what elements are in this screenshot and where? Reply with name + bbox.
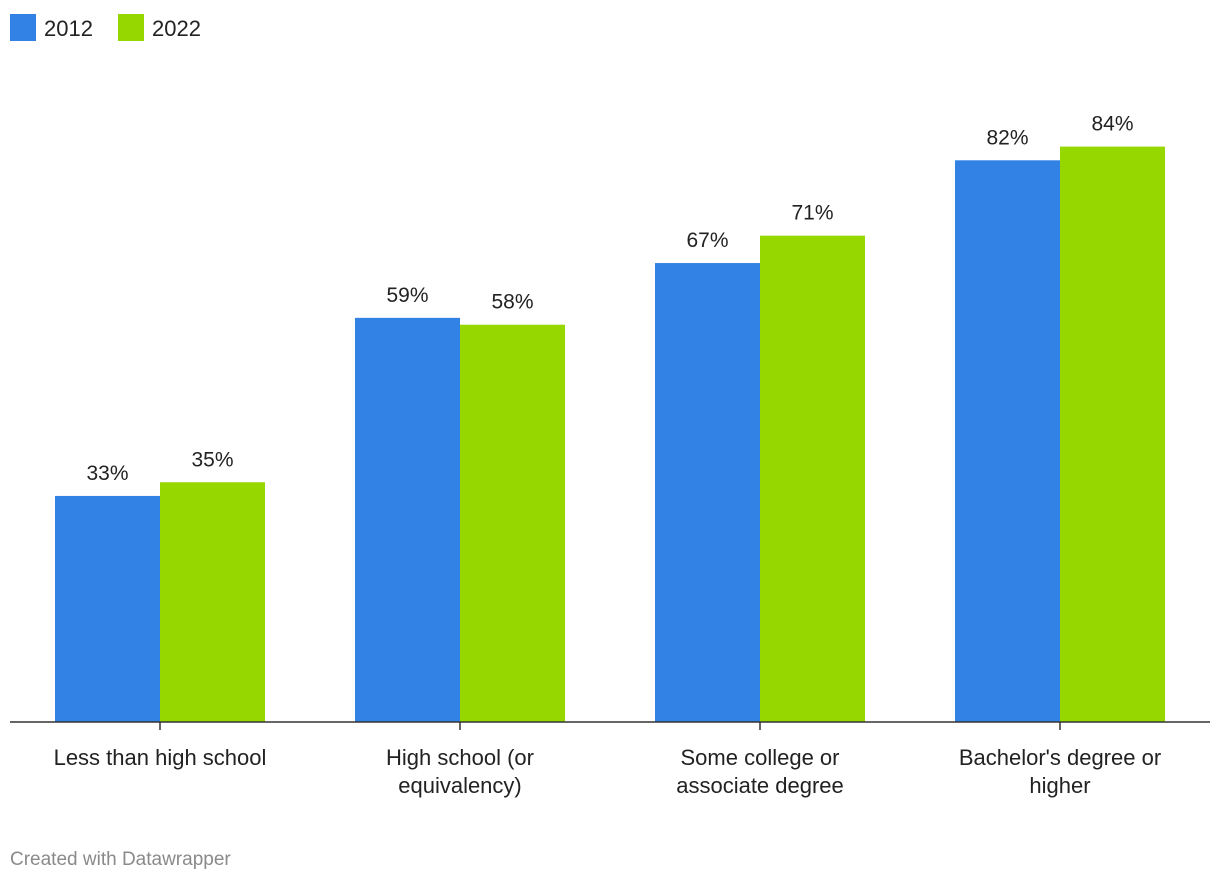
category-label-2: Some college or associate degree: [676, 745, 844, 798]
legend: 2012 2022: [10, 14, 201, 41]
bar-2022-3: [1060, 146, 1165, 723]
category-label-line: higher: [1029, 773, 1090, 798]
legend-label-2012: 2012: [44, 16, 93, 41]
value-label-2022-2: 71%: [791, 202, 833, 225]
bar-2022-1: [460, 324, 565, 722]
value-labels-group: 33% 35% 59% 58% 67% 71% 82% 84%: [86, 113, 1133, 485]
value-label-2012-1: 59%: [386, 284, 428, 307]
legend-swatch-2012: [10, 14, 36, 41]
bar-2022-0: [160, 482, 265, 722]
value-label-2022-0: 35%: [191, 448, 233, 471]
bar-2022-2: [760, 235, 865, 722]
value-label-2012-3: 82%: [986, 126, 1028, 149]
category-label-3: Bachelor's degree or higher: [959, 745, 1161, 798]
bars-group: [55, 146, 1165, 723]
category-labels-group: Less than high school High school (or equi…: [54, 745, 1162, 798]
category-label-line: Bachelor's degree or: [959, 745, 1161, 770]
category-label-line: equivalency): [398, 773, 522, 798]
legend-swatch-2022: [118, 14, 144, 41]
legend-label-2022: 2022: [152, 16, 201, 41]
bar-2012-2: [655, 263, 760, 722]
category-label-1: High school (or equivalency): [386, 745, 534, 798]
bar-2012-1: [355, 317, 460, 722]
bar-2012-0: [55, 495, 160, 722]
value-label-2012-0: 33%: [86, 462, 128, 485]
bar-2012-3: [955, 160, 1060, 723]
x-axis-ticks: [159, 722, 1061, 730]
category-label-line: Some college or: [681, 745, 840, 770]
value-label-2022-3: 84%: [1091, 113, 1133, 136]
category-label-line: associate degree: [676, 773, 844, 798]
category-label-0: Less than high school: [54, 745, 267, 770]
credit-text: Created with Datawrapper: [10, 849, 231, 870]
value-label-2022-1: 58%: [491, 291, 533, 314]
category-label-line: High school (or: [386, 745, 534, 770]
value-label-2012-2: 67%: [686, 229, 728, 252]
category-label-line: Less than high school: [54, 745, 267, 770]
